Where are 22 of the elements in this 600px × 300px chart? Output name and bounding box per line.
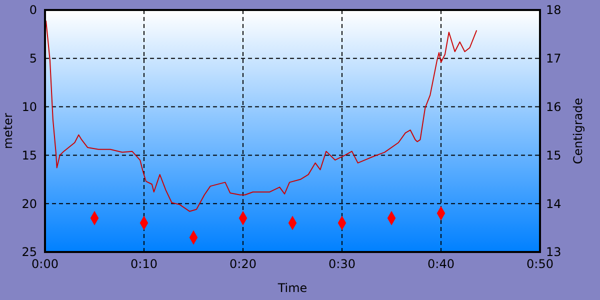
y-tick-label: 5 [29,52,37,66]
x-axis-title: Time [276,281,308,295]
line-series [45,20,478,212]
y2-tick-label: 13 [546,245,562,260]
x-tick-label: 0:30 [328,257,356,271]
y-tick-label: 20 [22,196,37,211]
y2-tick-label: 14 [546,196,562,211]
y2-tick-label: 18 [546,3,562,18]
y-tick-label: 25 [22,245,37,260]
x-tick-label: 0:10 [130,257,158,271]
y-tick-label: 0 [29,3,37,18]
y2-axis-title: Centigrade [571,98,585,164]
y-axis-title: meter [1,112,15,150]
x-tick-label: 0:20 [230,257,256,271]
y2-tick-label: 17 [546,52,562,66]
y2-tick-label: 16 [546,100,562,114]
x-tick-label: 0:00 [32,257,58,271]
y2-tick-label: 15 [546,148,562,162]
y-tick-label: 15 [22,148,37,162]
y-tick-label: 10 [22,100,37,114]
x-tick-label: 0:40 [428,257,454,271]
x-tick-label: 0:50 [526,257,554,271]
